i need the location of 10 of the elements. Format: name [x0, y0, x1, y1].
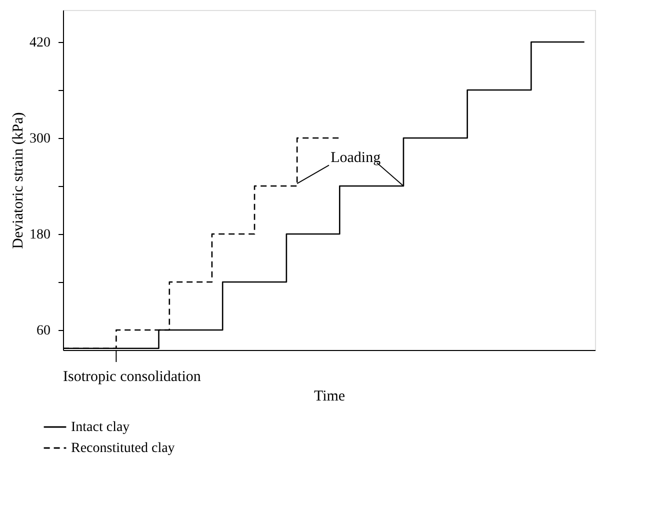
y-axis-title: Deviatoric strain (kPa) [10, 112, 26, 249]
legend-label: Intact clay [71, 420, 130, 435]
y-tick-label: 300 [30, 132, 50, 146]
y-tick-label: 180 [30, 228, 50, 242]
text: Isotropic consolidation [63, 369, 202, 385]
annotation: Loading [330, 150, 382, 166]
y-tick-label: 60 [36, 324, 50, 338]
x-axis-title: Time [314, 388, 346, 404]
legend-label: Reconstituted clay [71, 441, 175, 456]
y-tick-label: 420 [30, 36, 50, 50]
